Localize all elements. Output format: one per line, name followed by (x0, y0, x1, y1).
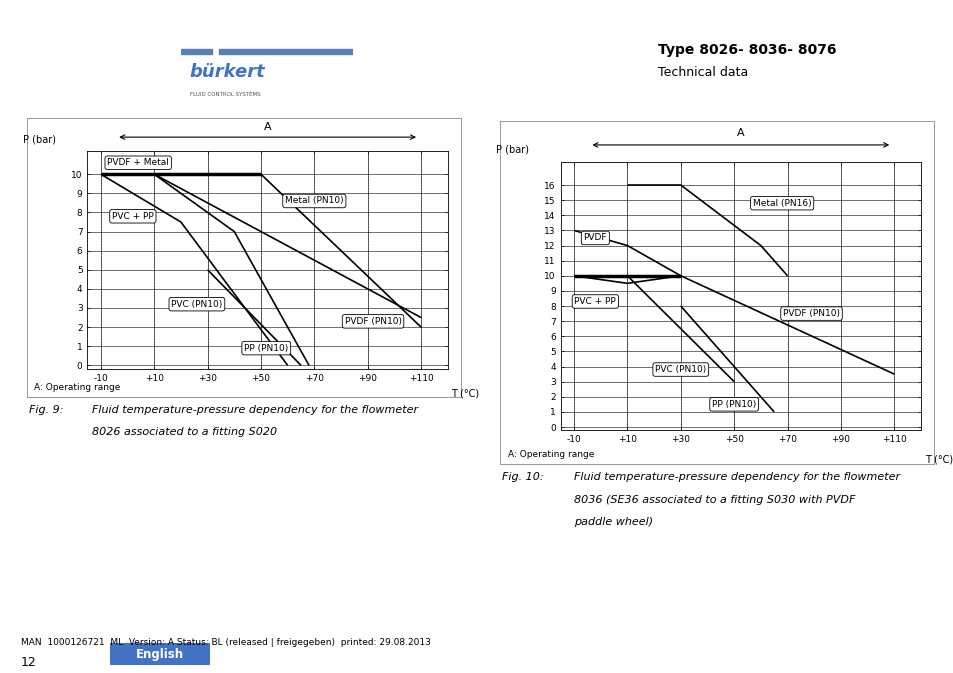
Bar (219, 49, 353, 55)
Text: English: English (135, 647, 184, 661)
Text: Type 8026- 8036- 8076: Type 8026- 8036- 8076 (658, 44, 836, 57)
Text: A: A (737, 129, 744, 138)
Text: Fluid temperature-pressure dependency for the flowmeter: Fluid temperature-pressure dependency fo… (574, 472, 900, 483)
Text: paddle wheel): paddle wheel) (574, 517, 653, 527)
Text: P (bar): P (bar) (23, 135, 55, 145)
Text: P (bar): P (bar) (496, 144, 528, 154)
Text: 8036 (SE36 associated to a fitting S030 with PVDF: 8036 (SE36 associated to a fitting S030 … (574, 495, 855, 505)
Text: PVC (PN10): PVC (PN10) (655, 365, 705, 374)
Text: PVDF (PN10): PVDF (PN10) (782, 309, 840, 318)
Text: T (°C): T (°C) (923, 454, 952, 464)
Text: bürkert: bürkert (190, 63, 265, 81)
Text: PVC + PP: PVC + PP (112, 212, 153, 221)
Text: A: Operating range: A: Operating range (507, 450, 594, 459)
Text: 12: 12 (21, 656, 37, 669)
Text: MAN  1000126721  ML  Version: A Status: BL (released | freigegeben)  printed: 29: MAN 1000126721 ML Version: A Status: BL … (21, 638, 431, 647)
Text: A: A (264, 122, 272, 132)
Text: T (°C): T (°C) (451, 388, 479, 398)
Text: Fig. 9:: Fig. 9: (29, 405, 63, 415)
Bar (181, 49, 212, 55)
Text: PP (PN10): PP (PN10) (711, 400, 756, 409)
Text: PVDF + Metal: PVDF + Metal (107, 158, 169, 168)
Text: Metal (PN16): Metal (PN16) (752, 199, 811, 208)
Text: FLUID CONTROL SYSTEMS: FLUID CONTROL SYSTEMS (190, 92, 260, 97)
Text: Fig. 10:: Fig. 10: (501, 472, 543, 483)
Text: A: Operating range: A: Operating range (34, 383, 121, 392)
Text: Technical data: Technical data (658, 65, 748, 79)
Text: PVC (PN10): PVC (PN10) (172, 299, 222, 309)
Text: Metal (PN10): Metal (PN10) (285, 197, 343, 205)
Text: PVDF: PVDF (583, 234, 606, 242)
Text: PP (PN10): PP (PN10) (244, 344, 288, 353)
Text: 8026 associated to a fitting S020: 8026 associated to a fitting S020 (91, 427, 276, 437)
Text: PVDF (PN10): PVDF (PN10) (344, 317, 401, 326)
Text: PVC + PP: PVC + PP (574, 297, 616, 306)
Text: Fluid temperature-pressure dependency for the flowmeter: Fluid temperature-pressure dependency fo… (91, 405, 417, 415)
